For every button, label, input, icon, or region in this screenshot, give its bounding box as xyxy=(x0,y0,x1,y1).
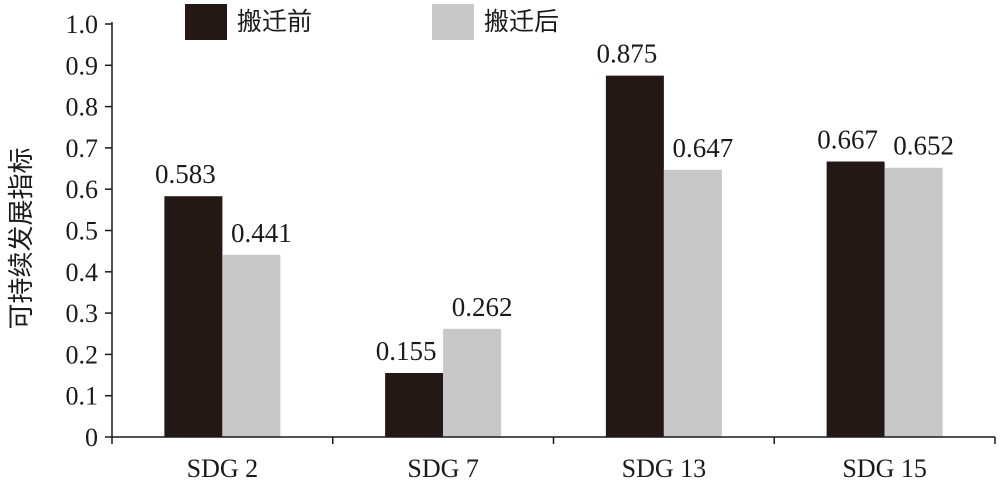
x-tick-label: SDG 15 xyxy=(842,454,927,483)
y-tick-label: 0.5 xyxy=(66,217,99,246)
data-label: 0.652 xyxy=(893,131,954,161)
bar-after xyxy=(663,169,722,437)
y-axis-label-group: 可持续发展指标 xyxy=(7,147,37,329)
y-tick-label: 0.6 xyxy=(66,175,99,204)
data-label: 0.875 xyxy=(597,39,658,69)
bar-after xyxy=(443,328,502,437)
legend-label: 搬迁后 xyxy=(484,7,559,36)
y-ticks: 0 0.1 0.2 0.3 0.4 0.5 0.6 0.7 0.8 0.9 1.0 xyxy=(66,10,112,452)
category-labels: SDG 2 SDG 7 SDG 13 SDG 15 xyxy=(187,454,927,483)
legend-label: 搬迁前 xyxy=(237,7,312,36)
data-labels: 0.583 0.441 0.155 0.262 0.875 0.647 0.667 0.652 xyxy=(155,39,954,366)
y-tick-label: 0.9 xyxy=(66,51,99,80)
x-tick-label: SDG 7 xyxy=(407,454,479,483)
y-tick-label: 1.0 xyxy=(66,10,99,39)
axes xyxy=(111,22,996,444)
legend-swatch xyxy=(432,4,474,40)
bars xyxy=(164,75,943,438)
data-label: 0.667 xyxy=(817,125,878,155)
legend-swatch xyxy=(185,4,227,40)
data-label: 0.262 xyxy=(452,292,513,322)
y-tick-label: 0.3 xyxy=(66,299,99,328)
x-tick-label: SDG 13 xyxy=(622,454,707,483)
bar-after xyxy=(222,254,281,437)
y-tick-label: 0.8 xyxy=(66,93,99,122)
bar-after xyxy=(884,167,943,437)
y-tick-label: 0.2 xyxy=(66,340,99,369)
data-label: 0.583 xyxy=(155,159,216,189)
legend: 搬迁前 搬迁后 xyxy=(185,4,559,40)
y-tick-label: 0.7 xyxy=(66,134,99,163)
y-tick-label: 0.1 xyxy=(66,382,99,411)
data-label: 0.647 xyxy=(673,133,734,163)
data-label: 0.155 xyxy=(376,336,437,366)
bar-before xyxy=(385,372,444,437)
x-tick-label: SDG 2 xyxy=(187,454,259,483)
y-axis-label: 可持续发展指标 xyxy=(7,147,37,329)
bar-before xyxy=(605,75,664,437)
data-label: 0.441 xyxy=(231,218,292,248)
y-tick-label: 0 xyxy=(85,423,98,452)
bar-before xyxy=(164,196,223,437)
bar-before xyxy=(826,161,885,438)
y-tick-label: 0.4 xyxy=(66,258,99,287)
